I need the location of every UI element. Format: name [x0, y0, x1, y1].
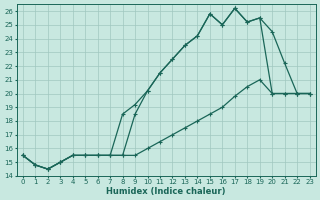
X-axis label: Humidex (Indice chaleur): Humidex (Indice chaleur) [107, 187, 226, 196]
